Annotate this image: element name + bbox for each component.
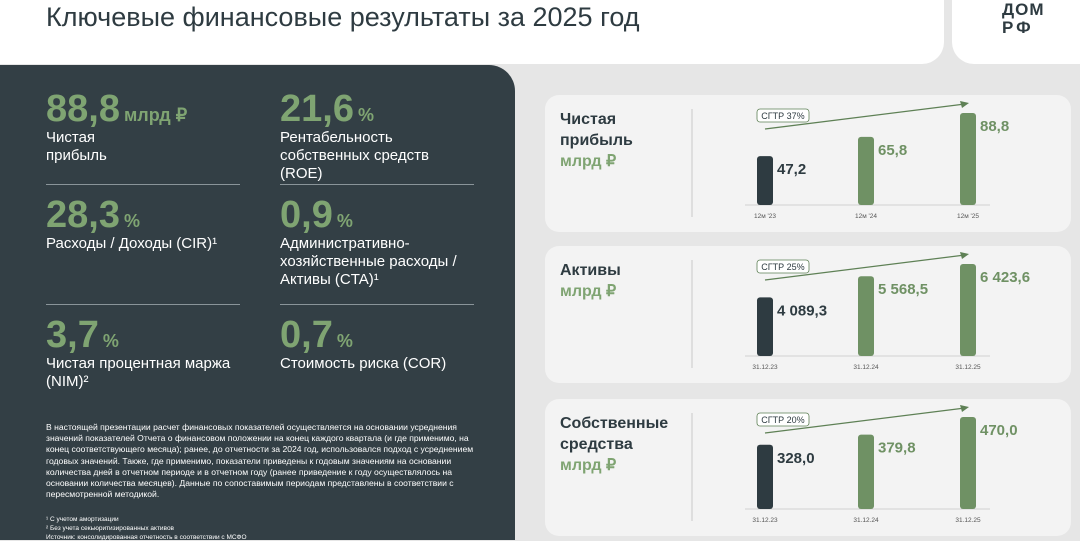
chart: СГТР 25% 4 089,3 31.12.23 5 568,5 31.12.24 6 … [691,252,1030,371]
value-label: 5 568,5 [878,281,928,298]
kpi-label: Чистая прибыль [46,129,107,164]
trend-arrow [764,254,966,281]
divider [46,184,240,185]
trend-arrow [764,407,966,434]
kpi: 28,3% Расходы / Доходы (CIR)¹ [46,194,236,253]
kpi-value-row: 0,7% [280,314,480,357]
chart-unit: млрд ₽ [560,457,617,474]
logo-text: РФ [1002,18,1034,37]
kpi: 21,6% Рентабельность собственных средств … [280,88,480,183]
bar [960,417,976,509]
bar [858,276,874,356]
divider [46,304,240,305]
logo: ДОМ РФ [952,0,1080,64]
bar [757,444,773,509]
footnote: Источник: консолидированная отчетность в… [46,534,247,541]
chart-unit: млрд ₽ [560,153,617,170]
chart-title: Собственные средства [560,415,669,453]
arrow-head [960,252,969,259]
kpi-value: 21,6 [280,88,354,130]
arrow-head [960,405,969,412]
bar [960,264,976,356]
chart: СГТР 37% 47,2 12м '23 65,8 12м '24 88,8 12м '2… [691,101,1009,220]
kpi: 88,8 млрд ₽ Чистая прибыль [46,88,236,165]
x-tick-label: 12м '23 [754,213,776,220]
value-label: 328,0 [777,450,815,467]
kpi: 0,9% Административно-хозяйственные расход… [280,194,480,289]
value-label: 379,8 [878,440,916,457]
x-tick-label: 31.12.24 [853,364,879,371]
x-tick-label: 31.12.24 [853,517,879,524]
kpi-label: Рентабельность собственных средств (ROE) [280,129,429,182]
x-tick-label: 31.12.23 [752,517,778,524]
value-label: 88,8 [980,118,1009,135]
chart-card: Активы млрд ₽ СГТР 25% 4 089,3 31.12.23 5 568… [545,246,1071,383]
kpi-unit: % [336,211,353,231]
divider [280,304,474,305]
kpi-panel [0,65,515,540]
trend-arrow [764,103,966,130]
value-label: 47,2 [777,161,806,178]
footnote: ¹ С учетом амортизации [46,516,119,523]
annotation: СГТР 20% [761,415,804,425]
kpi-value: 3,7 [46,314,99,356]
kpi-unit: % [102,331,119,351]
value-label: 470,0 [980,422,1018,439]
kpi-unit: % [123,211,140,231]
bar [858,434,874,509]
kpi-unit: млрд ₽ [123,105,188,125]
divider [280,184,474,185]
bar [858,136,874,205]
kpi: 0,7% Стоимость риска (COR) [280,314,480,373]
kpi-value-row: 28,3% [46,194,236,237]
annotation: СГТР 37% [761,111,804,121]
kpi-label: Стоимость риска (COR) [280,355,447,372]
annotation: СГТР 25% [761,262,804,272]
x-tick-label: 31.12.25 [955,364,981,371]
value-label: 65,8 [878,142,907,159]
kpi-unit: % [336,331,353,351]
kpi-value-row: 21,6% [280,88,480,131]
x-tick-label: 12м '25 [957,213,979,220]
title-bar [0,0,944,64]
x-tick-label: 31.12.25 [955,517,981,524]
annotation-box [756,259,810,274]
kpi-value: 0,7 [280,314,333,356]
notes: В настоящей презентации расчет финансовы… [46,422,474,500]
kpi-value: 28,3 [46,194,120,236]
bar [757,297,773,356]
chart: СГТР 20% 328,0 31.12.23 379,8 31.12.24 470,0 3… [691,405,1018,524]
bar [757,156,773,205]
chart-card: Собственные средства млрд ₽ СГТР 20% 328,0 3… [545,399,1071,536]
value-label: 4 089,3 [777,302,827,319]
annotation-box [756,412,810,427]
kpi-value-row: 0,9% [280,194,480,237]
footnote: ² Без учета секьюритизированных активов [46,525,175,532]
logo-text: ДОМ [1002,0,1045,19]
kpi-label: Административно-хозяйственные расходы / … [280,235,457,288]
x-tick-label: 12м '24 [855,213,877,220]
annotation-box [756,108,810,123]
kpi-value: 88,8 [46,88,120,130]
kpi-value: 0,9 [280,194,333,236]
chart-unit: млрд ₽ [560,283,617,300]
kpi-label: Расходы / Доходы (CIR)¹ [46,235,218,252]
kpi-value-row: 3,7% [46,314,236,357]
kpi-label: Чистая процентная маржа (NIM)² [46,355,231,390]
chart-title: Чистая прибыль [560,111,633,149]
page-title: Ключевые финансовые результаты за 2025 г… [46,2,640,32]
kpi-value-row: 88,8 млрд ₽ [46,88,236,131]
arrow-head [960,101,969,108]
value-label: 6 423,6 [980,269,1030,286]
chart-card: Чистая прибыль млрд ₽ СГТР 37% 47,2 12м '23 6… [545,95,1071,232]
bar [960,113,976,205]
kpi-unit: % [357,105,374,125]
x-tick-label: 31.12.23 [752,364,778,371]
kpi: 3,7% Чистая процентная маржа (NIM)² [46,314,236,391]
chart-title: Активы [560,262,621,279]
